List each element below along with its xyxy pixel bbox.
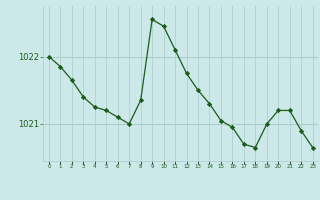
Text: Graphe pression niveau de la mer (hPa): Graphe pression niveau de la mer (hPa) [60, 181, 260, 190]
